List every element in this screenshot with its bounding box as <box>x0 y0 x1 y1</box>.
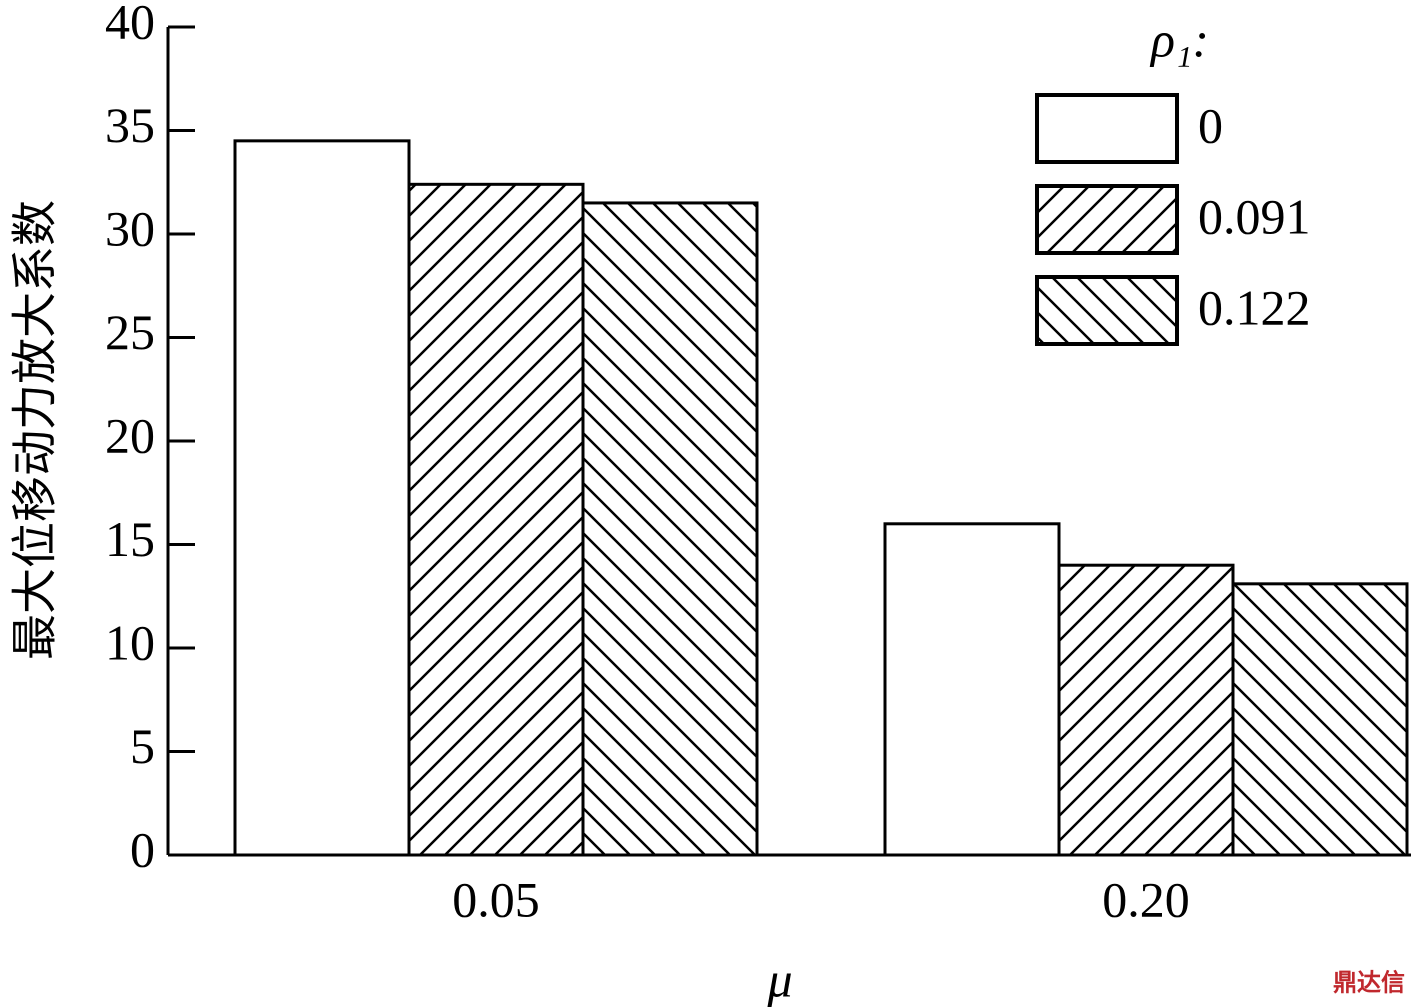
legend-label: 0.122 <box>1198 279 1311 335</box>
y-tick-label: 30 <box>105 200 155 256</box>
y-axis-label: 最大位移动力放大系数 <box>10 200 61 660</box>
x-tick-label: 0.20 <box>1102 871 1190 927</box>
x-tick-label: 0.05 <box>452 871 540 927</box>
x-axis-label: μ <box>766 951 792 1007</box>
y-tick-label: 40 <box>105 0 155 49</box>
bar <box>1231 582 1409 857</box>
bar <box>883 522 1061 857</box>
legend-label: 0 <box>1198 97 1223 153</box>
bar <box>581 201 759 857</box>
watermark: 鼎达信 <box>1333 969 1405 997</box>
bar <box>1057 563 1235 857</box>
legend-swatch <box>1035 184 1179 255</box>
legend-title: ρ₁: <box>1149 11 1209 67</box>
legend-swatch <box>1035 275 1179 346</box>
y-tick-label: 0 <box>130 821 155 877</box>
bar <box>407 182 585 857</box>
legend-label: 0.091 <box>1198 188 1311 244</box>
y-tick-label: 35 <box>105 97 155 153</box>
y-tick-label: 20 <box>105 407 155 463</box>
bar <box>233 139 411 857</box>
y-tick-label: 10 <box>105 614 155 670</box>
y-tick-label: 25 <box>105 304 155 360</box>
y-tick-label: 15 <box>105 511 155 567</box>
legend-swatch <box>1035 93 1179 164</box>
y-tick-label: 5 <box>130 718 155 774</box>
